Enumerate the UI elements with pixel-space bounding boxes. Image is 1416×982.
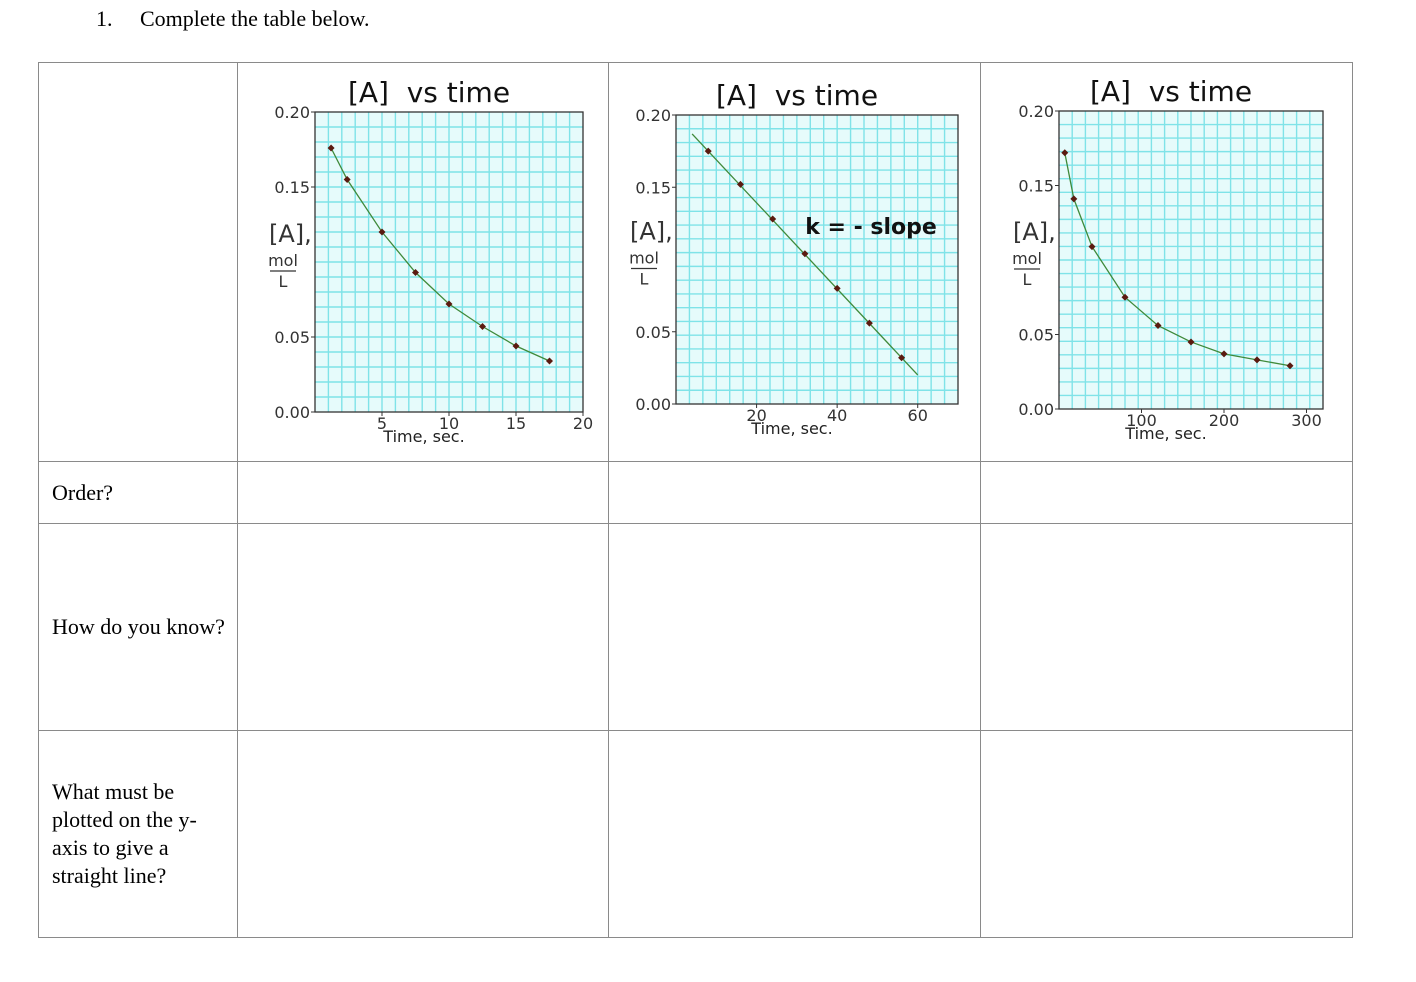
- question-heading: 1. Complete the table below.: [96, 6, 370, 32]
- y-tick-label: 0.20: [635, 106, 671, 125]
- data-point: [898, 353, 906, 361]
- data-point: [801, 249, 809, 257]
- y-units-denominator: L: [1023, 270, 1032, 289]
- plot-frame: [1058, 109, 1324, 410]
- chart-title: [A] vs time: [348, 76, 510, 109]
- data-point: [1220, 349, 1228, 357]
- y-tick-label: 0.05: [635, 322, 671, 341]
- answer-cell-order-1[interactable]: [237, 461, 609, 524]
- question-number: 1.: [96, 6, 113, 31]
- data-point: [412, 268, 419, 276]
- plot-area: [676, 114, 958, 404]
- concentration-chart-3: [A] vs time 0.20 0.15 0.05 0.00 100 200 300 Time…: [1012, 75, 1324, 443]
- y-tick-label: 0.00: [1018, 400, 1054, 419]
- answer-cell-how-3[interactable]: [980, 523, 1353, 731]
- data-point: [1154, 321, 1162, 329]
- answer-cell-how-2[interactable]: [608, 523, 981, 731]
- order-label: Order?: [38, 461, 238, 524]
- y-units-numerator: mol: [629, 248, 659, 267]
- series-line: [330, 147, 550, 362]
- y-units-denominator: L: [640, 269, 649, 288]
- data-point: [1286, 361, 1294, 369]
- x-tick-label: 40: [827, 406, 847, 425]
- y-tick-label: 0.20: [1018, 102, 1054, 121]
- empty-header-cell: [38, 62, 238, 462]
- data-point: [1070, 194, 1078, 202]
- y-tick-label: 0.20: [274, 103, 310, 122]
- y-tick-label: 0.05: [274, 328, 310, 347]
- data-point: [1121, 293, 1129, 301]
- data-point: [1187, 337, 1195, 345]
- y-axis-label: [A],: [1013, 218, 1056, 246]
- answer-cell-how-1[interactable]: [237, 523, 609, 731]
- graph-cell-2: [A] vs time 0.20 0.15 0.05 0.00 20 40 60 Time, s…: [608, 62, 981, 462]
- plot-row: What must be plotted on the y-axis to gi…: [38, 730, 1353, 938]
- y-tick-label: 0.00: [635, 395, 671, 414]
- y-axis-label: [A],: [630, 217, 673, 245]
- x-tick-label: 5: [377, 414, 387, 433]
- x-tick-label: 100: [1126, 411, 1157, 430]
- x-axis-label: Time, sec.: [1124, 424, 1206, 443]
- data-point: [343, 175, 351, 183]
- graph-row: [A] vs time 0.20 0.15 0.05 0.00 5 10 15 20 Time, …: [38, 62, 1353, 462]
- plot-frame: [675, 113, 959, 405]
- data-point: [378, 228, 386, 235]
- answer-cell-order-2[interactable]: [608, 461, 981, 524]
- data-point: [1088, 242, 1096, 250]
- answer-cell-plot-2[interactable]: [608, 730, 981, 938]
- how-row: How do you know?: [38, 523, 1353, 731]
- data-point: [769, 215, 777, 223]
- concentration-chart-1: [A] vs time 0.20 0.15 0.05 0.00 5 10 15 20 Time, …: [268, 76, 593, 446]
- data-point: [865, 319, 873, 327]
- concentration-chart-2: [A] vs time 0.20 0.15 0.05 0.00 20 40 60 Time, s…: [629, 79, 959, 438]
- y-tick-label: 0.15: [274, 178, 310, 197]
- x-tick-label: 20: [573, 414, 593, 433]
- data-point: [736, 180, 744, 188]
- x-tick-label: 20: [746, 406, 766, 425]
- x-tick-label: 200: [1209, 411, 1240, 430]
- x-tick-label: 300: [1291, 411, 1322, 430]
- y-units-numerator: mol: [268, 251, 298, 270]
- y-units-numerator: mol: [1012, 249, 1042, 268]
- plot-label: What must be plotted on the y-axis to gi…: [38, 730, 238, 938]
- y-axis-label: [A],: [269, 220, 312, 248]
- y-tick-label: 0.00: [274, 403, 310, 422]
- worksheet-table: [A] vs time 0.20 0.15 0.05 0.00 5 10 15 20 Time, …: [38, 62, 1353, 938]
- how-label: How do you know?: [38, 523, 238, 731]
- data-point: [479, 322, 486, 330]
- data-point: [704, 147, 712, 155]
- answer-cell-plot-3[interactable]: [980, 730, 1353, 938]
- answer-cell-plot-1[interactable]: [237, 730, 609, 938]
- data-point: [327, 144, 335, 151]
- chart-annotation: k = - slope: [805, 215, 937, 240]
- y-tick-label: 0.05: [1018, 325, 1054, 344]
- x-axis-label: Time, sec.: [382, 427, 464, 446]
- x-tick-label: 60: [908, 406, 928, 425]
- data-point: [546, 357, 553, 364]
- y-tick-label: 0.15: [1018, 176, 1054, 195]
- x-tick-label: 15: [506, 414, 526, 433]
- data-point: [445, 300, 453, 307]
- data-point: [1061, 148, 1069, 156]
- answer-cell-order-3[interactable]: [980, 461, 1353, 524]
- graph-cell-3: [A] vs time 0.20 0.15 0.05 0.00 100 200 300 Time…: [980, 62, 1353, 462]
- chart-title: [A] vs time: [716, 79, 878, 112]
- x-axis-label: Time, sec.: [750, 419, 832, 438]
- chart-title: [A] vs time: [1090, 75, 1252, 108]
- question-text: Complete the table below.: [140, 6, 370, 31]
- data-point: [833, 284, 841, 292]
- graph-cell-1: [A] vs time 0.20 0.15 0.05 0.00 5 10 15 20 Time, …: [237, 62, 609, 462]
- y-tick-label: 0.15: [635, 178, 671, 197]
- order-row: Order?: [38, 461, 1353, 524]
- data-point: [1253, 355, 1261, 363]
- data-point: [512, 342, 520, 349]
- x-tick-label: 10: [439, 414, 459, 433]
- y-units-denominator: L: [279, 272, 288, 291]
